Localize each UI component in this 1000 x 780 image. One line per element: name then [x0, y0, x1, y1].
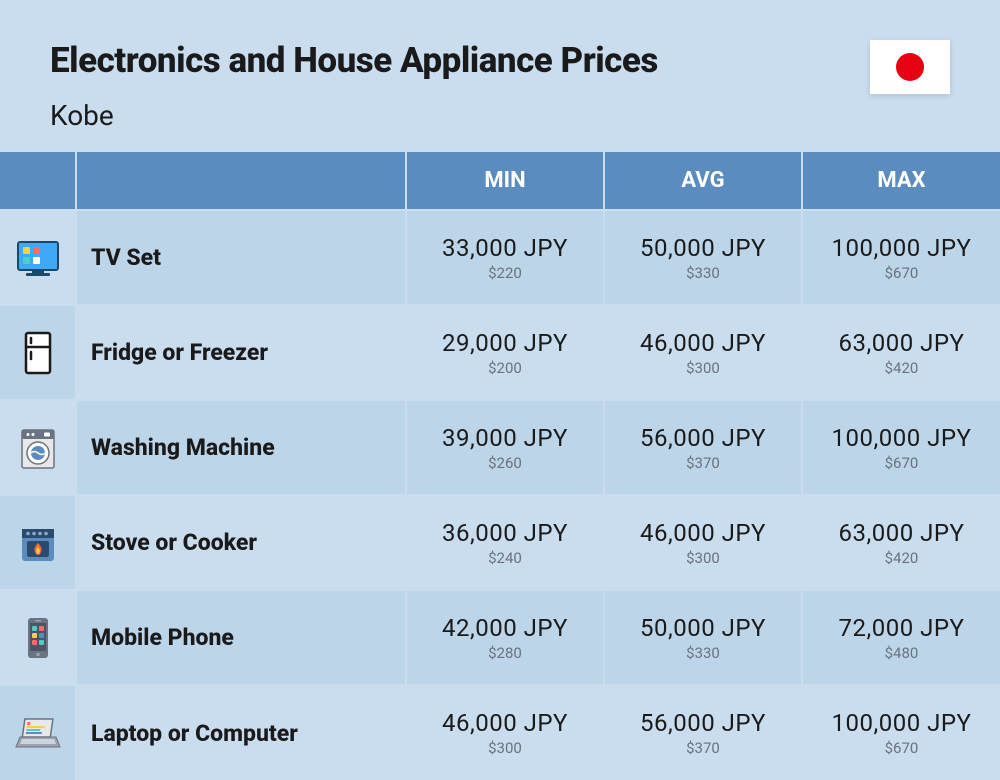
price-jpy: 36,000 JPY	[407, 519, 603, 547]
price-avg: 50,000 JPY $330	[604, 210, 802, 305]
price-usd: $260	[407, 454, 603, 472]
price-usd: $300	[605, 359, 801, 377]
page-subtitle: Kobe	[50, 99, 658, 132]
table-row: Fridge or Freezer29,000 JPY $20046,000 JP…	[0, 305, 1000, 400]
col-header-avg: AVG	[604, 152, 802, 210]
item-name: Fridge or Freezer	[76, 305, 406, 400]
price-jpy: 46,000 JPY	[605, 329, 801, 357]
price-usd: $670	[803, 264, 1000, 282]
price-max: 100,000 JPY $670	[802, 210, 1000, 305]
price-min: 46,000 JPY $300	[406, 685, 604, 780]
col-header-name	[76, 152, 406, 210]
price-jpy: 33,000 JPY	[407, 234, 603, 262]
price-usd: $240	[407, 549, 603, 567]
item-name: Mobile Phone	[76, 590, 406, 685]
price-usd: $300	[605, 549, 801, 567]
price-jpy: 63,000 JPY	[803, 519, 1000, 547]
price-usd: $670	[803, 454, 1000, 472]
price-jpy: 100,000 JPY	[803, 234, 1000, 262]
price-avg: 56,000 JPY $370	[604, 685, 802, 780]
stove-icon	[0, 495, 76, 590]
price-jpy: 50,000 JPY	[605, 234, 801, 262]
price-jpy: 46,000 JPY	[407, 709, 603, 737]
col-header-max: MAX	[802, 152, 1000, 210]
price-usd: $200	[407, 359, 603, 377]
price-max: 63,000 JPY $420	[802, 305, 1000, 400]
japan-flag-icon	[870, 40, 950, 94]
price-table: MIN AVG MAX TV Set33,000 JPY$22050,000 J…	[0, 152, 1000, 780]
price-min: 29,000 JPY $200	[406, 305, 604, 400]
price-usd: $370	[605, 739, 801, 757]
washer-icon	[0, 400, 76, 495]
price-min: 36,000 JPY $240	[406, 495, 604, 590]
price-jpy: 100,000 JPY	[803, 709, 1000, 737]
page-title: Electronics and House Appliance Prices	[50, 40, 658, 81]
phone-icon	[0, 590, 76, 685]
price-avg: 56,000 JPY $370	[604, 400, 802, 495]
table-row: Washing Machine39,000 JPY$26056,000 JPY$…	[0, 400, 1000, 495]
price-usd: $330	[605, 264, 801, 282]
price-usd: $420	[803, 359, 1000, 377]
fridge-icon	[0, 305, 76, 400]
item-name: Laptop or Computer	[76, 685, 406, 780]
price-min: 33,000 JPY $220	[406, 210, 604, 305]
price-avg: 46,000 JPY $300	[604, 495, 802, 590]
price-jpy: 50,000 JPY	[605, 614, 801, 642]
price-usd: $670	[803, 739, 1000, 757]
price-min: 39,000 JPY $260	[406, 400, 604, 495]
price-usd: $220	[407, 264, 603, 282]
laptop-icon	[0, 685, 76, 780]
price-jpy: 72,000 JPY	[803, 614, 1000, 642]
page-header: Electronics and House Appliance Prices K…	[0, 0, 1000, 152]
price-usd: $330	[605, 644, 801, 662]
price-usd: $420	[803, 549, 1000, 567]
price-usd: $300	[407, 739, 603, 757]
price-jpy: 46,000 JPY	[605, 519, 801, 547]
price-min: 42,000 JPY $280	[406, 590, 604, 685]
price-max: 63,000 JPY $420	[802, 495, 1000, 590]
price-jpy: 29,000 JPY	[407, 329, 603, 357]
price-jpy: 56,000 JPY	[605, 709, 801, 737]
price-avg: 46,000 JPY $300	[604, 305, 802, 400]
table-header-row: MIN AVG MAX	[0, 152, 1000, 210]
price-jpy: 100,000 JPY	[803, 424, 1000, 452]
price-usd: $370	[605, 454, 801, 472]
table-row: Mobile Phone42,000 JPY $28050,000 JPY $330…	[0, 590, 1000, 685]
price-max: 100,000 JPY $670	[802, 400, 1000, 495]
price-jpy: 39,000 JPY	[407, 424, 603, 452]
tv-icon	[0, 210, 76, 305]
item-name: Washing Machine	[76, 400, 406, 495]
col-header-min: MIN	[406, 152, 604, 210]
item-name: Stove or Cooker	[76, 495, 406, 590]
price-jpy: 63,000 JPY	[803, 329, 1000, 357]
price-jpy: 42,000 JPY	[407, 614, 603, 642]
price-avg: 50,000 JPY $330	[604, 590, 802, 685]
price-usd: $280	[407, 644, 603, 662]
col-header-icon	[0, 152, 76, 210]
table-row: Laptop or Computer46,000 JPY $30056,000 J…	[0, 685, 1000, 780]
price-max: 72,000 JPY $480	[802, 590, 1000, 685]
price-usd: $480	[803, 644, 1000, 662]
item-name: TV Set	[76, 210, 406, 305]
table-row: TV Set33,000 JPY $22050,000 JPY $330100,00…	[0, 210, 1000, 305]
price-jpy: 56,000 JPY	[605, 424, 801, 452]
table-row: Stove or Cooker36,000 JPY$24046,000 JPY$…	[0, 495, 1000, 590]
price-max: 100,000 JPY $670	[802, 685, 1000, 780]
